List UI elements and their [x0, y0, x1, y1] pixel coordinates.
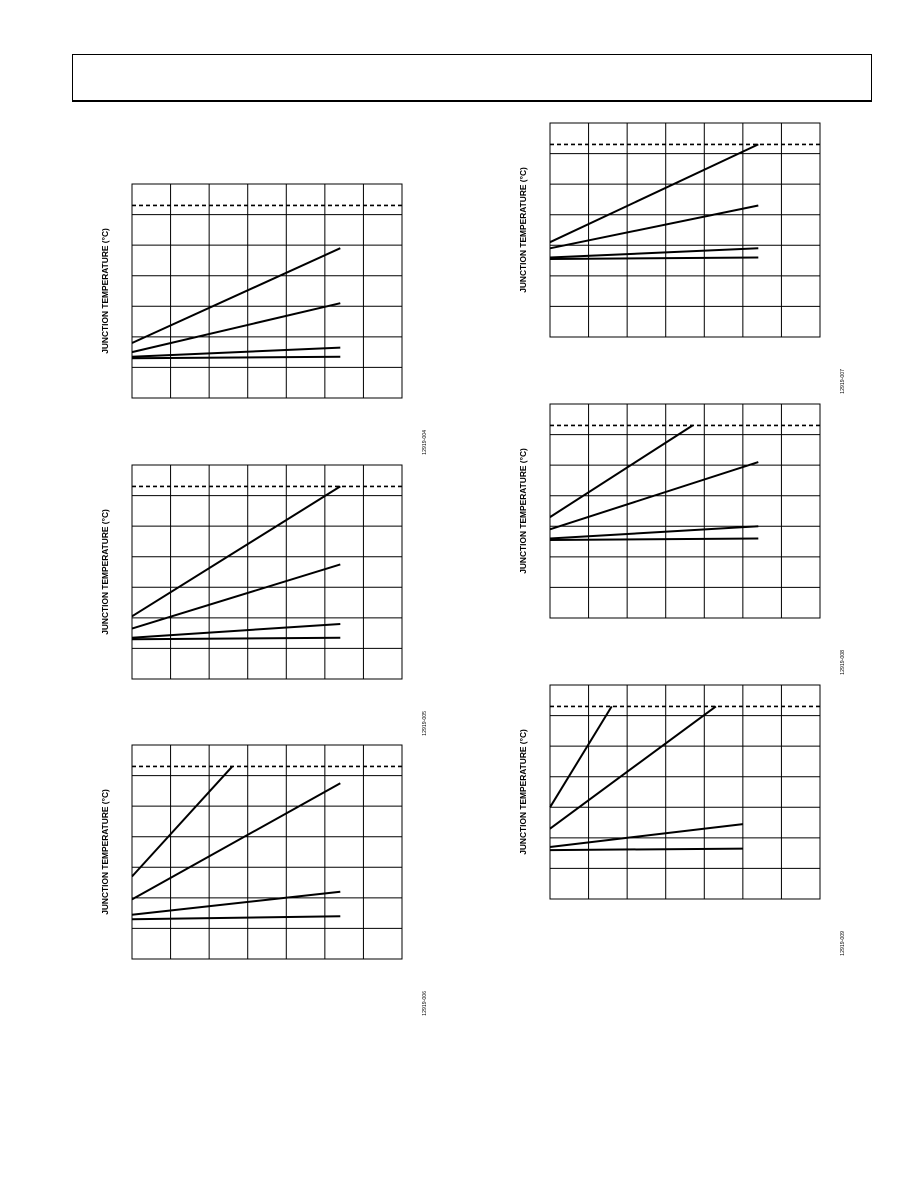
grid: [550, 123, 820, 337]
chart-6: JUNCTION TEMPERATURE (°C) 12919-009: [518, 684, 846, 956]
series-line-4: [131, 915, 341, 921]
y-axis-label: JUNCTION TEMPERATURE (°C): [518, 729, 528, 855]
figure-2: JUNCTION TEMPERATURE (°C) 12919-005: [85, 453, 445, 736]
series-line-2: [549, 705, 717, 830]
plot-frame: [131, 744, 403, 960]
series-line-4: [131, 355, 341, 360]
figure-id: 12919-007: [840, 369, 846, 394]
y-axis-label: JUNCTION TEMPERATURE (°C): [100, 228, 110, 354]
y-axis-label: JUNCTION TEMPERATURE (°C): [518, 167, 528, 293]
grid: [550, 685, 820, 899]
figure-1: JUNCTION TEMPERATURE (°C) 12919-004: [85, 172, 445, 455]
series-line-2: [131, 563, 341, 630]
figure-3: JUNCTION TEMPERATURE (°C) 12919-006: [85, 733, 445, 1016]
series-line-4: [549, 537, 759, 541]
chart-1: JUNCTION TEMPERATURE (°C) 12919-004: [100, 183, 428, 455]
chart-3: JUNCTION TEMPERATURE (°C) 12919-006: [100, 744, 428, 1016]
chart-2: JUNCTION TEMPERATURE (°C) 12919-005: [100, 464, 428, 736]
series-line-1: [131, 247, 341, 344]
series-line-3: [131, 890, 341, 916]
series-line-1: [549, 143, 759, 244]
chart-4: JUNCTION TEMPERATURE (°C) 12919-007: [518, 122, 846, 394]
figure-id: 12919-005: [422, 711, 428, 736]
y-axis-label: JUNCTION TEMPERATURE (°C): [100, 789, 110, 915]
figure-id: 12919-006: [422, 991, 428, 1016]
chart-5: JUNCTION TEMPERATURE (°C) 12919-008: [518, 403, 846, 675]
series-line-4: [131, 636, 341, 641]
y-axis-label: JUNCTION TEMPERATURE (°C): [100, 509, 110, 635]
series-line-1: [131, 765, 234, 878]
plot-frame: [131, 464, 403, 680]
series-line-3: [131, 623, 341, 639]
series-line-3: [131, 346, 341, 358]
figure-5: JUNCTION TEMPERATURE (°C) 12919-008: [503, 392, 863, 675]
series-line-4: [549, 847, 743, 852]
series-line-1: [549, 424, 694, 518]
series-line-2: [131, 782, 341, 901]
series-line-1: [131, 485, 341, 618]
grid: [132, 465, 402, 679]
series-line-2: [549, 461, 759, 531]
figure-id: 12919-008: [840, 650, 846, 675]
page-header-box: [72, 54, 872, 102]
figure-4: JUNCTION TEMPERATURE (°C) 12919-007: [503, 111, 863, 394]
series-line-3: [549, 823, 744, 848]
figure-6: JUNCTION TEMPERATURE (°C) 12919-009: [503, 673, 863, 956]
grid: [132, 184, 402, 398]
grid: [550, 404, 820, 618]
y-axis-label: JUNCTION TEMPERATURE (°C): [518, 448, 528, 574]
plot-frame: [549, 122, 821, 338]
series-line-2: [549, 204, 759, 250]
plot-frame: [131, 183, 403, 399]
figure-id: 12919-009: [840, 931, 846, 956]
series-line-2: [131, 302, 341, 354]
series-line-3: [549, 525, 759, 540]
plot-frame: [549, 403, 821, 619]
grid: [132, 745, 402, 959]
series-line-4: [549, 256, 759, 260]
series-line-1: [549, 705, 613, 808]
plot-frame: [549, 684, 821, 900]
figure-id: 12919-004: [422, 430, 428, 455]
series-line-3: [549, 247, 759, 259]
